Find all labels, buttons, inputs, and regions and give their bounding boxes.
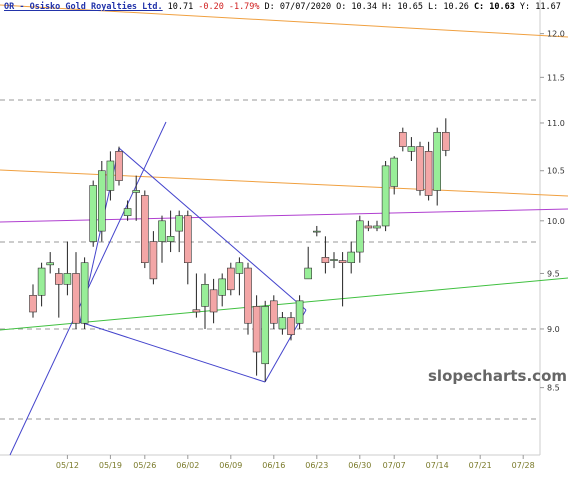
x-tick-label: 05/26 (133, 461, 156, 470)
x-tick-label: 05/12 (56, 461, 79, 470)
x-tick-label: 05/19 (99, 461, 122, 470)
candle-body (227, 267, 235, 291)
y-tick-label: 10.5 (547, 167, 565, 176)
trend-line (0, 169, 568, 197)
y-tick-label: 10.0 (547, 217, 565, 226)
candle-body (390, 157, 399, 187)
candle-body (132, 190, 140, 193)
candle-body (416, 146, 424, 191)
trend-line (0, 4, 568, 38)
candle-body (63, 273, 72, 285)
candle-body (209, 289, 218, 313)
x-tick-label: 07/07 (383, 461, 406, 470)
candle-body (407, 146, 416, 152)
candle-body (89, 185, 97, 242)
candle-body (98, 170, 106, 232)
candle-body (37, 267, 46, 296)
header-field: -0.20 (198, 2, 224, 12)
trend-line (0, 277, 568, 331)
y-tick-label: 9.0 (547, 325, 560, 334)
x-tick-label: 07/28 (512, 461, 535, 470)
candle-body (46, 262, 55, 266)
candle-body (54, 273, 63, 285)
x-tick-label: 06/09 (219, 461, 242, 470)
candle-body (330, 259, 338, 261)
candle-body (424, 151, 433, 196)
candle-body (338, 260, 347, 264)
trend-line (79, 321, 266, 383)
y-tick-label: 8.5 (547, 384, 560, 393)
candle-body (364, 225, 373, 229)
x-tick-label: 07/21 (469, 461, 492, 470)
candle-body (235, 262, 244, 274)
candle-body (373, 225, 381, 229)
candle-body (312, 230, 321, 233)
candle-body (355, 220, 364, 253)
y-tick-label: 11.5 (547, 73, 565, 82)
candle-body (433, 132, 442, 191)
y-tick-label: 11.0 (547, 119, 565, 128)
x-tick-label: 06/02 (176, 461, 199, 470)
candle-body (321, 257, 330, 264)
candle-body (269, 300, 278, 324)
candle-body (72, 273, 80, 324)
candle-body (158, 220, 166, 242)
candle-body (381, 165, 390, 227)
trend-line (118, 147, 307, 311)
header-field: C: 10.63 (473, 2, 515, 12)
candle-body (287, 317, 295, 335)
header-field: -1.79% (228, 2, 260, 12)
candle-body (441, 132, 450, 151)
candle-body (149, 241, 158, 280)
candle-body (141, 195, 149, 264)
title: OR - Osisko Gold Royalties Ltd. (4, 2, 163, 12)
header-field: H: 10.65 (382, 2, 423, 12)
y-tick-label: 9.5 (547, 269, 560, 278)
watermark: slopecharts.com (428, 367, 567, 385)
y-tick-label: 12.0 (547, 30, 565, 39)
candle-body (278, 317, 287, 330)
candle-body (347, 251, 356, 264)
candle-body (244, 267, 252, 324)
candle-body (175, 215, 183, 232)
candle-body (218, 278, 226, 296)
x-tick-label: 06/23 (305, 461, 328, 470)
header-field: O: 10.34 (336, 2, 378, 12)
trend-line (0, 208, 568, 223)
candle-body (166, 236, 175, 242)
candle-body (80, 262, 89, 324)
x-tick-label: 07/14 (426, 461, 449, 470)
x-tick-label: 06/16 (262, 461, 285, 470)
candle-body (123, 208, 132, 216)
header: OR - Osisko Gold Royalties Ltd. 10.71 -0.2… (4, 2, 561, 12)
x-tick-label: 06/30 (348, 461, 371, 470)
candle-body (295, 300, 304, 324)
candle-body (115, 151, 123, 181)
header-field: 10.71 (167, 2, 194, 12)
header-field: Y: 11.67 (519, 2, 561, 12)
candle-body (304, 267, 313, 280)
candle-body (29, 294, 37, 313)
candle-body (201, 284, 209, 307)
candle-body (106, 160, 115, 191)
header-field: D: 07/07/2020 (264, 2, 332, 12)
candle-body (398, 132, 407, 147)
candle-body (184, 215, 192, 264)
candle-body (252, 306, 261, 353)
candle-body (261, 306, 270, 365)
header-field: L: 10.26 (427, 2, 469, 12)
candle-body (192, 309, 201, 313)
